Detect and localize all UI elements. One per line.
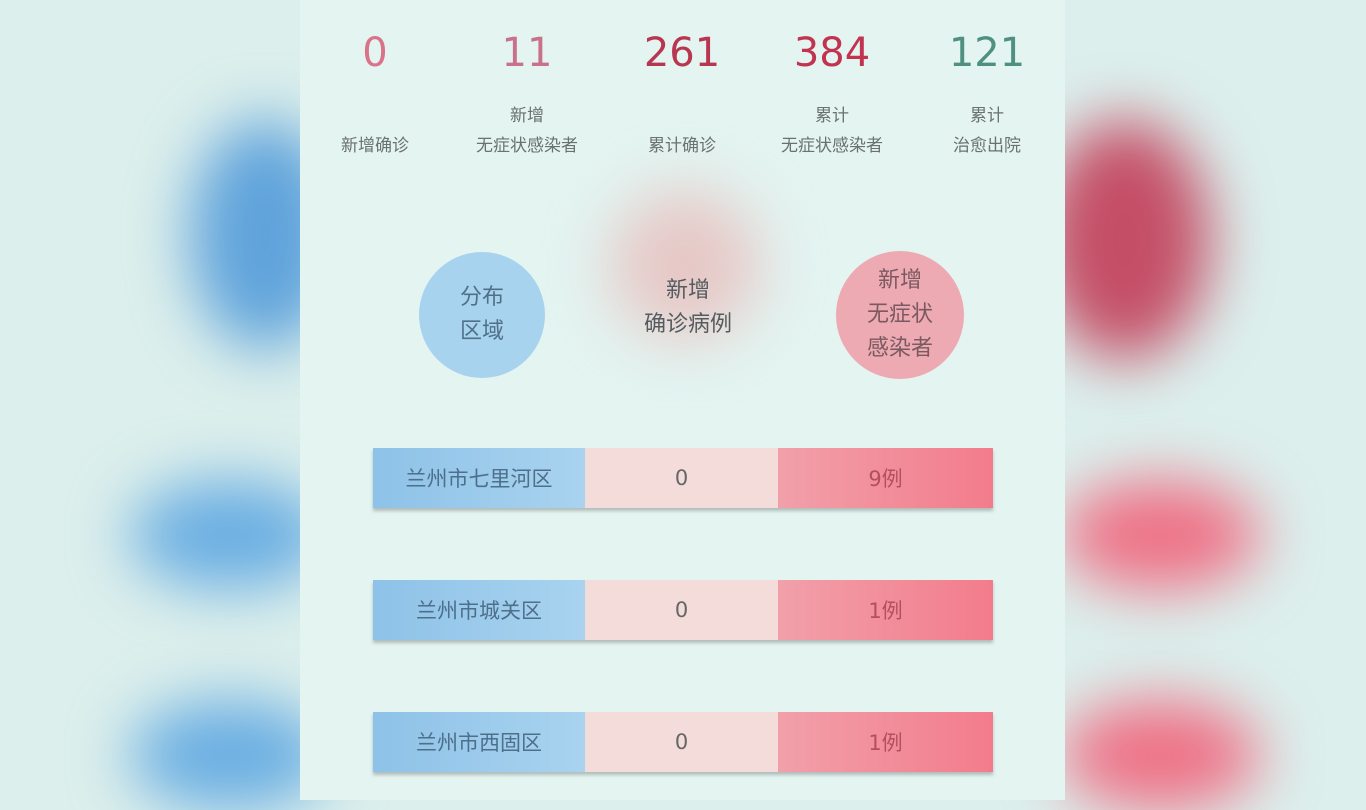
stat-label-line: 累计 (970, 106, 1004, 126)
blur-decoration (610, 190, 760, 340)
blur-decoration (1060, 700, 1260, 810)
blur-decoration (1060, 480, 1260, 590)
header-text: 无症状 (866, 302, 933, 327)
stat-value: 121 (948, 30, 1026, 76)
stat-label: 新增确诊 (295, 101, 455, 161)
stat-value: 11 (501, 30, 553, 76)
header-text: 新增 (877, 268, 922, 293)
confirmed-cell: 0 (585, 448, 778, 508)
stat-label-line: 新增 (510, 106, 544, 126)
stat-value: 261 (643, 30, 721, 76)
stat-label-line: 无症状感染者 (781, 136, 883, 156)
stat-label: 累计确诊 (602, 101, 762, 161)
region-cell: 兰州市七里河区 (373, 448, 585, 508)
stat-value: 0 (362, 30, 388, 76)
stat-label-line (602, 101, 762, 131)
asymptomatic-cell: 1例 (778, 580, 993, 640)
stat-label: 新增 无症状感染者 (447, 101, 607, 161)
stat-value: 384 (793, 30, 871, 76)
stat-label: 累计 无症状感染者 (752, 101, 912, 161)
table-row: 兰州市城关区 0 1例 (373, 580, 993, 640)
stat-label-line (295, 101, 455, 131)
header-text: 区域 (459, 319, 504, 344)
stat-label-line: 累计 (815, 106, 849, 126)
blur-decoration (1040, 120, 1210, 360)
header-region: 分布 区域 (419, 252, 545, 378)
header-text: 确诊病例 (643, 312, 732, 337)
confirmed-cell: 0 (585, 712, 778, 772)
content-panel (300, 0, 1065, 800)
asymptomatic-cell: 9例 (778, 448, 993, 508)
confirmed-cell: 0 (585, 580, 778, 640)
table-row: 兰州市七里河区 0 9例 (373, 448, 993, 508)
header-text: 分布 (459, 285, 504, 310)
region-cell: 兰州市西固区 (373, 712, 585, 772)
header-text: 感染者 (866, 336, 933, 361)
stat-label-line: 无症状感染者 (476, 136, 578, 156)
asymptomatic-cell: 1例 (778, 712, 993, 772)
blur-decoration (130, 480, 330, 590)
header-text: 新增 (665, 278, 710, 303)
region-cell: 兰州市城关区 (373, 580, 585, 640)
stat-label-line: 新增确诊 (341, 136, 409, 156)
stat-label: 累计 治愈出院 (907, 101, 1067, 161)
stat-label-line: 治愈出院 (953, 136, 1021, 156)
header-new-asymptomatic: 新增 无症状 感染者 (836, 251, 964, 379)
blur-decoration (130, 700, 330, 810)
stat-label-line: 累计确诊 (648, 136, 716, 156)
table-row: 兰州市西固区 0 1例 (373, 712, 993, 772)
header-new-confirmed: 新增 确诊病例 (620, 245, 756, 371)
